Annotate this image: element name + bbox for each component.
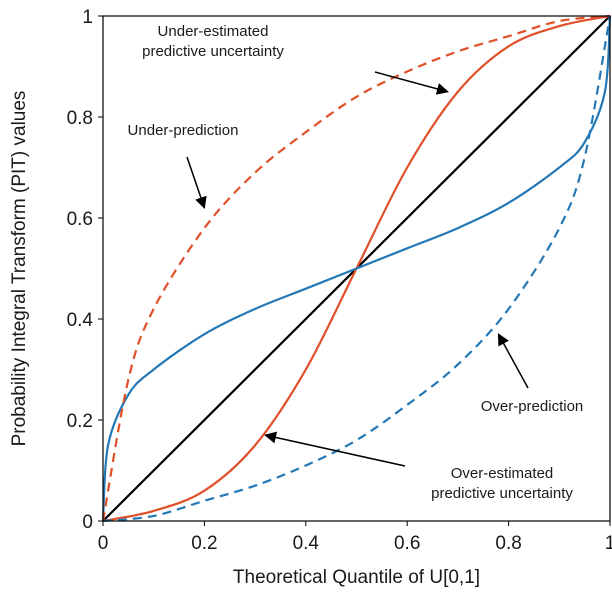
annotation-line-0-0: Under-estimated	[158, 23, 269, 40]
x-tick-label-2: 0.4	[293, 533, 320, 554]
y-tick-label-1: 0.2	[67, 411, 93, 432]
annotation-arrow-1	[186, 156, 207, 210]
annotation-label-0: Under-estimated predictive uncertainty	[142, 23, 284, 60]
x-tick-label-3: 0.6	[394, 533, 420, 554]
y-tick-label-5: 1	[82, 7, 93, 28]
y-tick-label-0: 0	[82, 512, 93, 533]
annotation-arrow-2	[497, 333, 529, 389]
series-line-2	[101, 15, 612, 522]
x-tick-label-1: 0.2	[191, 533, 217, 554]
y-tick-label-4: 0.8	[67, 108, 93, 129]
x-tick-label-0: 0	[98, 533, 109, 554]
x-tick-label-5: 1	[605, 533, 612, 554]
annotation-label-1: Under-prediction	[128, 122, 239, 139]
x-axis-label: Theoretical Quantile of U[0,1]	[233, 567, 480, 588]
annotation-arrow-0	[374, 71, 449, 95]
x-tick-label-4: 0.8	[495, 533, 521, 554]
annotation-line-1-0: Under-prediction	[128, 122, 239, 139]
y-axis-label: Probability Integral Transform (PIT) val…	[9, 91, 30, 447]
annotation-line-2-0: Over-prediction	[481, 398, 584, 415]
series-line-3	[101, 14, 611, 522]
annotation-line-0-1: predictive uncertainty	[142, 43, 284, 60]
annotation-label-3: Over-estimated predictive uncertainty	[431, 465, 573, 502]
plot-frame	[102, 15, 611, 522]
y-tick-label-3: 0.6	[67, 209, 93, 230]
annotation-line-3-1: predictive uncertainty	[431, 485, 573, 502]
y-tick-label-2: 0.4	[67, 310, 94, 331]
annotation-label-2: Over-prediction	[481, 398, 584, 415]
annotation-line-3-0: Over-estimated	[451, 465, 554, 482]
annotation-arrow-3	[264, 431, 406, 467]
